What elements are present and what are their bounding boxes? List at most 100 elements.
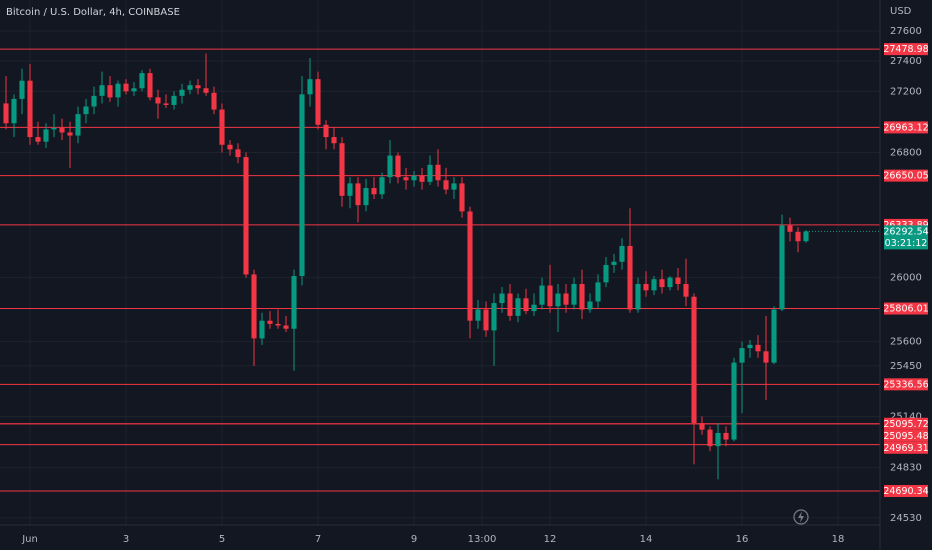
candle-body <box>187 85 193 90</box>
candle-body <box>107 85 113 98</box>
candle-body <box>691 296 697 424</box>
candle-body <box>507 293 513 316</box>
x-tick-label: 14 <box>640 534 653 545</box>
candle-body <box>3 103 9 124</box>
price-level-label: 27478.98 <box>883 44 928 55</box>
candle-body <box>43 129 49 142</box>
currency-label: USD <box>890 6 912 17</box>
candle-body <box>675 277 681 284</box>
y-tick-label: 26000 <box>890 273 922 284</box>
x-tick-label: 3 <box>123 534 129 545</box>
countdown-label: 03:21:12 <box>885 238 928 249</box>
candle-body <box>387 155 393 178</box>
candle-body <box>723 432 729 440</box>
price-level-label: 25806.01 <box>883 304 928 315</box>
candle-body <box>267 320 273 324</box>
y-tick-label: 24830 <box>890 463 922 474</box>
price-level-tag <box>884 121 928 134</box>
candle-body <box>227 144 233 150</box>
candle-body <box>707 429 713 447</box>
candle-body <box>771 309 777 363</box>
candle-body <box>147 73 153 98</box>
candle-body <box>563 293 569 305</box>
y-tick-label: 27600 <box>890 26 922 37</box>
candle-body <box>35 137 41 142</box>
candle-body <box>443 180 449 190</box>
candle-body <box>619 245 625 262</box>
candle-body <box>51 127 57 130</box>
candle-body <box>291 276 297 329</box>
x-tick-label: 16 <box>736 534 749 545</box>
candle-body <box>355 183 361 206</box>
candle-body <box>115 83 121 98</box>
replay-icon[interactable] <box>793 509 809 525</box>
candle-body <box>299 94 305 277</box>
candle-body <box>283 325 289 329</box>
candle-body <box>795 231 801 242</box>
candle-body <box>635 283 641 310</box>
candle-body <box>547 285 553 307</box>
candle-body <box>651 279 657 291</box>
chart-title: Bitcoin / U.S. Dollar, 4h, COINBASE <box>6 7 180 18</box>
candle-body <box>555 293 561 307</box>
price-level-tag <box>884 417 928 430</box>
price-level-label: 25336.56 <box>883 379 928 390</box>
candle-body <box>611 261 617 265</box>
grid <box>0 0 880 525</box>
y-tick-label: 25140 <box>890 411 922 422</box>
x-tick-label: 5 <box>219 534 225 545</box>
candle-body <box>395 155 401 178</box>
candle-body <box>587 301 593 310</box>
price-level-label: 24690.34 <box>883 486 928 497</box>
candle-body <box>531 304 537 312</box>
candle-body <box>379 177 385 195</box>
candle-body <box>435 164 441 181</box>
candle-body <box>243 157 249 275</box>
candle-body <box>155 97 161 104</box>
candle-body <box>475 309 481 321</box>
x-tick-label: 7 <box>315 534 321 545</box>
candle-body <box>323 124 329 138</box>
candle-body <box>499 293 505 304</box>
candle-body <box>763 351 769 363</box>
candles <box>3 53 809 480</box>
candle-body <box>179 89 185 96</box>
candle-body <box>411 175 417 181</box>
candle-body <box>491 303 497 331</box>
price-level-tag <box>884 378 928 391</box>
candle-body <box>251 274 257 339</box>
candle-body <box>211 92 217 110</box>
price-level-tag <box>884 485 928 498</box>
labels: 27600 27400 27200 26800 26000 25600 25450 25140… <box>21 26 928 545</box>
candle-body <box>363 188 369 206</box>
candle-body <box>139 73 145 89</box>
price-level-label: 26650.05 <box>883 171 928 182</box>
x-tick-label: 9 <box>411 534 417 545</box>
candle-body <box>683 283 689 297</box>
x-tick-label: 12 <box>544 534 557 545</box>
candle-body <box>419 175 425 182</box>
candle-body <box>739 348 745 363</box>
candle-body <box>467 211 473 321</box>
candle-body <box>747 344 753 349</box>
candle-body <box>19 80 25 99</box>
y-tick-label: 25450 <box>890 361 922 372</box>
candle-body <box>459 183 465 212</box>
candle-body <box>235 149 241 158</box>
candle-body <box>403 177 409 181</box>
y-tick-label: 24530 <box>890 513 922 524</box>
candle-body <box>371 188 377 195</box>
candle-body <box>483 309 489 331</box>
candle-body <box>331 137 337 144</box>
candle-body <box>315 79 321 125</box>
candle-body <box>99 85 105 96</box>
candle-body <box>83 106 89 115</box>
candle-body <box>667 277 673 288</box>
candle-body <box>579 283 585 310</box>
candle-body <box>523 298 529 312</box>
price-level-tag <box>884 429 928 442</box>
x-tick-label: Jun <box>21 534 38 545</box>
price-level-tag <box>884 441 928 454</box>
candle-body <box>259 320 265 339</box>
